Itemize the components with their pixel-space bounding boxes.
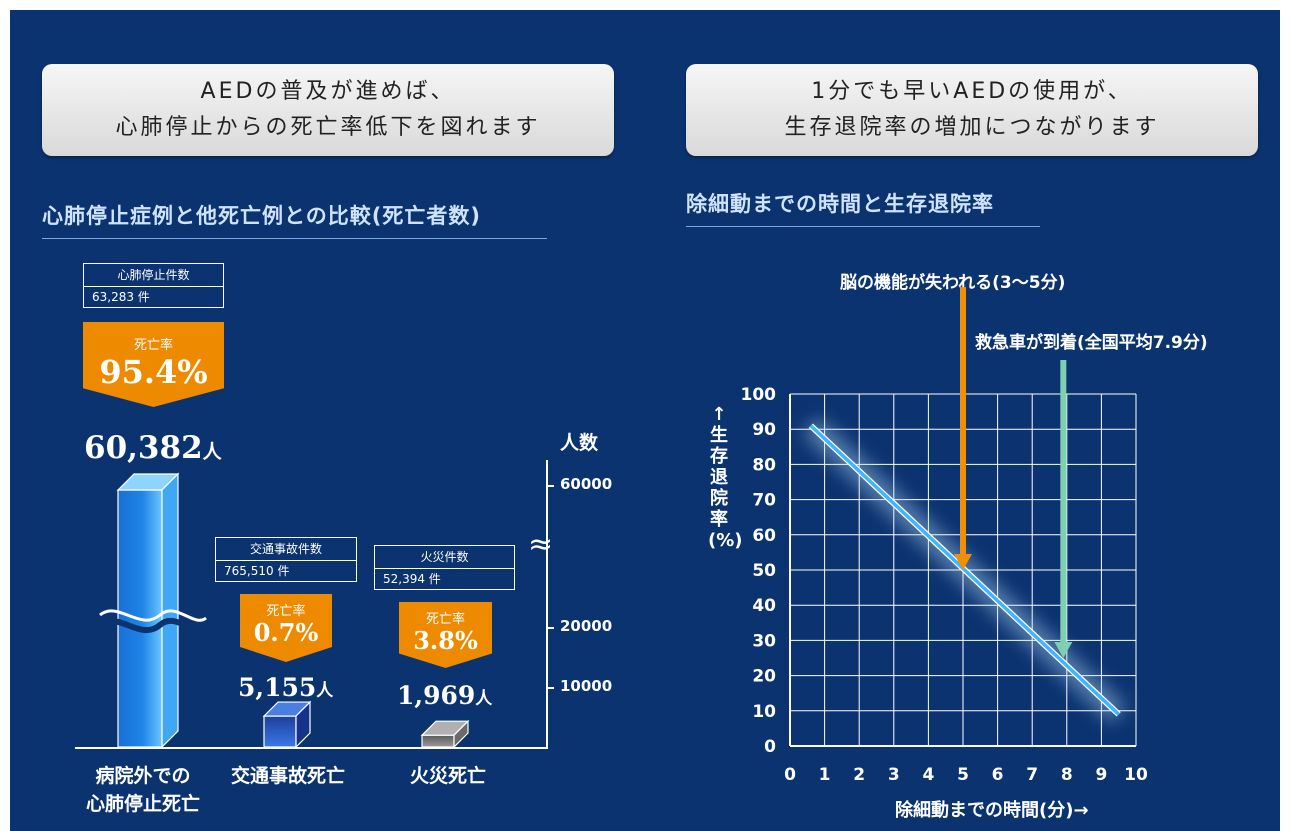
left-banner-line-2: 心肺停止からの死亡率低下を図れます — [115, 115, 541, 140]
y-tick-label: 60 — [752, 526, 776, 546]
bar-chart-axis-unit: 人数 — [560, 432, 599, 454]
value-number: 5,155 — [238, 673, 317, 702]
right-banner: 1分でも早いAEDの使用が、 生存退院率の増加につながります — [686, 64, 1258, 156]
x-tick-label: 8 — [1061, 765, 1073, 785]
x-tick-label: 5 — [957, 765, 969, 785]
right-banner-line-2: 生存退院率の増加につながります — [784, 115, 1160, 140]
value-number: 1,969 — [397, 681, 476, 710]
ambulance-arrival-arrow — [1054, 360, 1073, 658]
annotation-ambulance: 救急車が到着(全国平均7.9分) — [975, 333, 1208, 353]
case-count-value: 765,510 件 — [224, 564, 290, 578]
x-tick-label: 9 — [1095, 765, 1107, 785]
x-tick-label: 6 — [992, 765, 1004, 785]
case-count-value: 63,283 件 — [92, 290, 150, 304]
x-tick-label: 7 — [1026, 765, 1038, 785]
y-tick-label: 40 — [752, 596, 776, 616]
series-line-survival-rate — [809, 424, 1120, 716]
category-label-line: 火災死亡 — [409, 765, 486, 787]
x-tick-label: 1 — [819, 765, 831, 785]
y-tick-label: 70 — [752, 491, 776, 511]
x-tick-label: 0 — [784, 765, 796, 785]
death-rate-value: 0.7% — [253, 618, 319, 647]
case-count-box-cardiac: 心肺停止件数 63,283 件 — [83, 263, 224, 308]
y-tick-label: 100 — [741, 385, 777, 405]
value-unit: 人 — [202, 441, 222, 463]
axis-break-symbol: ≈ — [528, 527, 554, 562]
death-rate-label: 死亡率 — [133, 338, 173, 353]
x-tick-label: 2 — [853, 765, 865, 785]
y-tick-label: 50 — [752, 561, 776, 581]
bar-chart-baseline — [75, 747, 547, 749]
category-label-cardiac: 病院外での 心肺停止死亡 — [68, 762, 218, 818]
death-rate-badge-cardiac: 死亡率 95.4% — [83, 322, 224, 407]
left-banner: AEDの普及が進めば、 心肺停止からの死亡率低下を図れます — [42, 64, 614, 156]
bar-break-wave — [99, 609, 207, 622]
death-rate-label: 死亡率 — [425, 612, 465, 627]
case-count-box-traffic: 交通事故件数 765,510 件 — [215, 537, 357, 582]
death-rate-value: 95.4% — [99, 353, 208, 391]
y-tick-label: 0 — [764, 737, 776, 757]
line-chart-x-label: 除細動までの時間(分)→ — [895, 800, 1089, 821]
y-axis-tick — [546, 485, 554, 487]
bar-fire-deaths — [420, 719, 470, 749]
y-tick-label: 90 — [752, 420, 776, 440]
bar-break-gap — [98, 617, 208, 634]
right-section-title: 除細動までの時間と生存退院率 — [686, 188, 1040, 227]
value-label-fire: 1,969人 — [397, 681, 492, 710]
x-tick-label: 10 — [1124, 765, 1148, 785]
category-label-line: 病院外での — [95, 765, 191, 787]
case-count-box-fire: 火災件数 52,394 件 — [374, 545, 515, 590]
category-label-fire: 火災死亡 — [373, 762, 523, 790]
value-label-traffic: 5,155人 — [238, 673, 333, 702]
bar-chart-y-axis — [546, 460, 548, 749]
death-rate-badge-fire: 死亡率 3.8% — [399, 602, 492, 668]
y-axis-tick-label: 60000 — [560, 475, 613, 493]
x-tick-label: 3 — [888, 765, 900, 785]
case-count-value: 52,394 件 — [383, 572, 441, 586]
death-rate-badge-traffic: 死亡率 0.7% — [240, 594, 332, 662]
category-label-line: 交通事故死亡 — [230, 765, 345, 787]
category-label-line: 心肺停止死亡 — [85, 793, 200, 815]
value-label-cardiac: 60,382人 — [84, 430, 222, 466]
y-tick-label: 10 — [752, 702, 776, 722]
left-banner-line-1: AEDの普及が進めば、 — [200, 79, 456, 104]
y-axis-tick-label: 10000 — [560, 677, 613, 695]
value-unit: 人 — [316, 681, 334, 701]
y-axis-tick — [546, 687, 554, 689]
y-axis-tick-label: 20000 — [560, 617, 613, 635]
y-tick-label: 30 — [752, 631, 776, 651]
annotation-brain-function: 脳の機能が失われる(3〜5分) — [840, 273, 1066, 293]
case-count-label: 心肺停止件数 — [84, 264, 223, 287]
bar-traffic-deaths — [262, 700, 312, 749]
death-rate-label: 死亡率 — [266, 604, 306, 619]
y-tick-label: 80 — [752, 455, 776, 475]
y-tick-label: 20 — [752, 667, 776, 687]
death-rate-value: 3.8% — [413, 626, 478, 655]
category-label-traffic: 交通事故死亡 — [213, 762, 363, 790]
y-axis-tick — [546, 627, 554, 629]
left-section-title: 心肺停止症例と他死亡例との比較(死亡者数) — [42, 200, 547, 239]
value-number: 60,382 — [84, 430, 203, 466]
value-unit: 人 — [475, 689, 493, 709]
brain-function-arrow — [954, 287, 972, 570]
case-count-label: 交通事故件数 — [216, 538, 356, 561]
right-banner-line-1: 1分でも早いAEDの使用が、 — [811, 79, 1133, 104]
case-count-label: 火災件数 — [375, 546, 514, 569]
x-tick-label: 4 — [922, 765, 934, 785]
